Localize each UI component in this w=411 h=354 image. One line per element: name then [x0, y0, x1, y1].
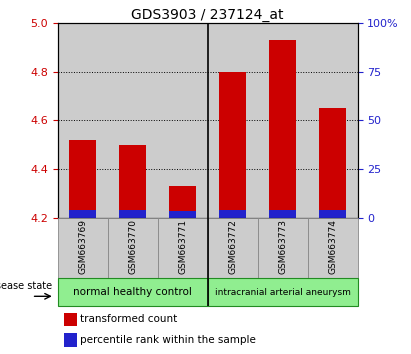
Bar — [208, 218, 258, 278]
Bar — [58, 278, 208, 306]
Bar — [208, 23, 258, 218]
Text: GSM663771: GSM663771 — [178, 219, 187, 274]
Bar — [169, 211, 196, 218]
Text: GSM663769: GSM663769 — [78, 219, 87, 274]
Bar — [169, 186, 196, 211]
Text: disease state: disease state — [0, 281, 52, 291]
Bar — [157, 23, 208, 218]
Bar — [119, 145, 146, 210]
Text: percentile rank within the sample: percentile rank within the sample — [80, 335, 256, 345]
Text: GSM663773: GSM663773 — [278, 219, 287, 274]
Text: GSM663770: GSM663770 — [128, 219, 137, 274]
Bar — [157, 218, 208, 278]
Bar — [119, 210, 146, 218]
Text: intracranial arterial aneurysm: intracranial arterial aneurysm — [215, 287, 351, 297]
Bar — [307, 218, 358, 278]
Bar — [58, 218, 108, 278]
Bar — [64, 313, 77, 326]
Text: transformed count: transformed count — [80, 314, 177, 325]
Bar — [69, 140, 96, 210]
Title: GDS3903 / 237124_at: GDS3903 / 237124_at — [131, 8, 284, 22]
Bar — [108, 218, 157, 278]
Text: normal healthy control: normal healthy control — [73, 287, 192, 297]
Bar — [269, 210, 296, 218]
Bar — [258, 218, 307, 278]
Text: GSM663772: GSM663772 — [228, 219, 237, 274]
Bar — [258, 23, 307, 218]
Bar — [219, 72, 246, 210]
Bar — [319, 210, 346, 218]
Bar — [307, 23, 358, 218]
Bar — [319, 108, 346, 210]
Text: GSM663774: GSM663774 — [328, 219, 337, 274]
Bar — [269, 40, 296, 210]
Bar — [69, 210, 96, 218]
Bar — [64, 333, 77, 347]
Bar — [108, 23, 157, 218]
Bar — [219, 210, 246, 218]
Bar — [58, 23, 108, 218]
Bar — [208, 278, 358, 306]
